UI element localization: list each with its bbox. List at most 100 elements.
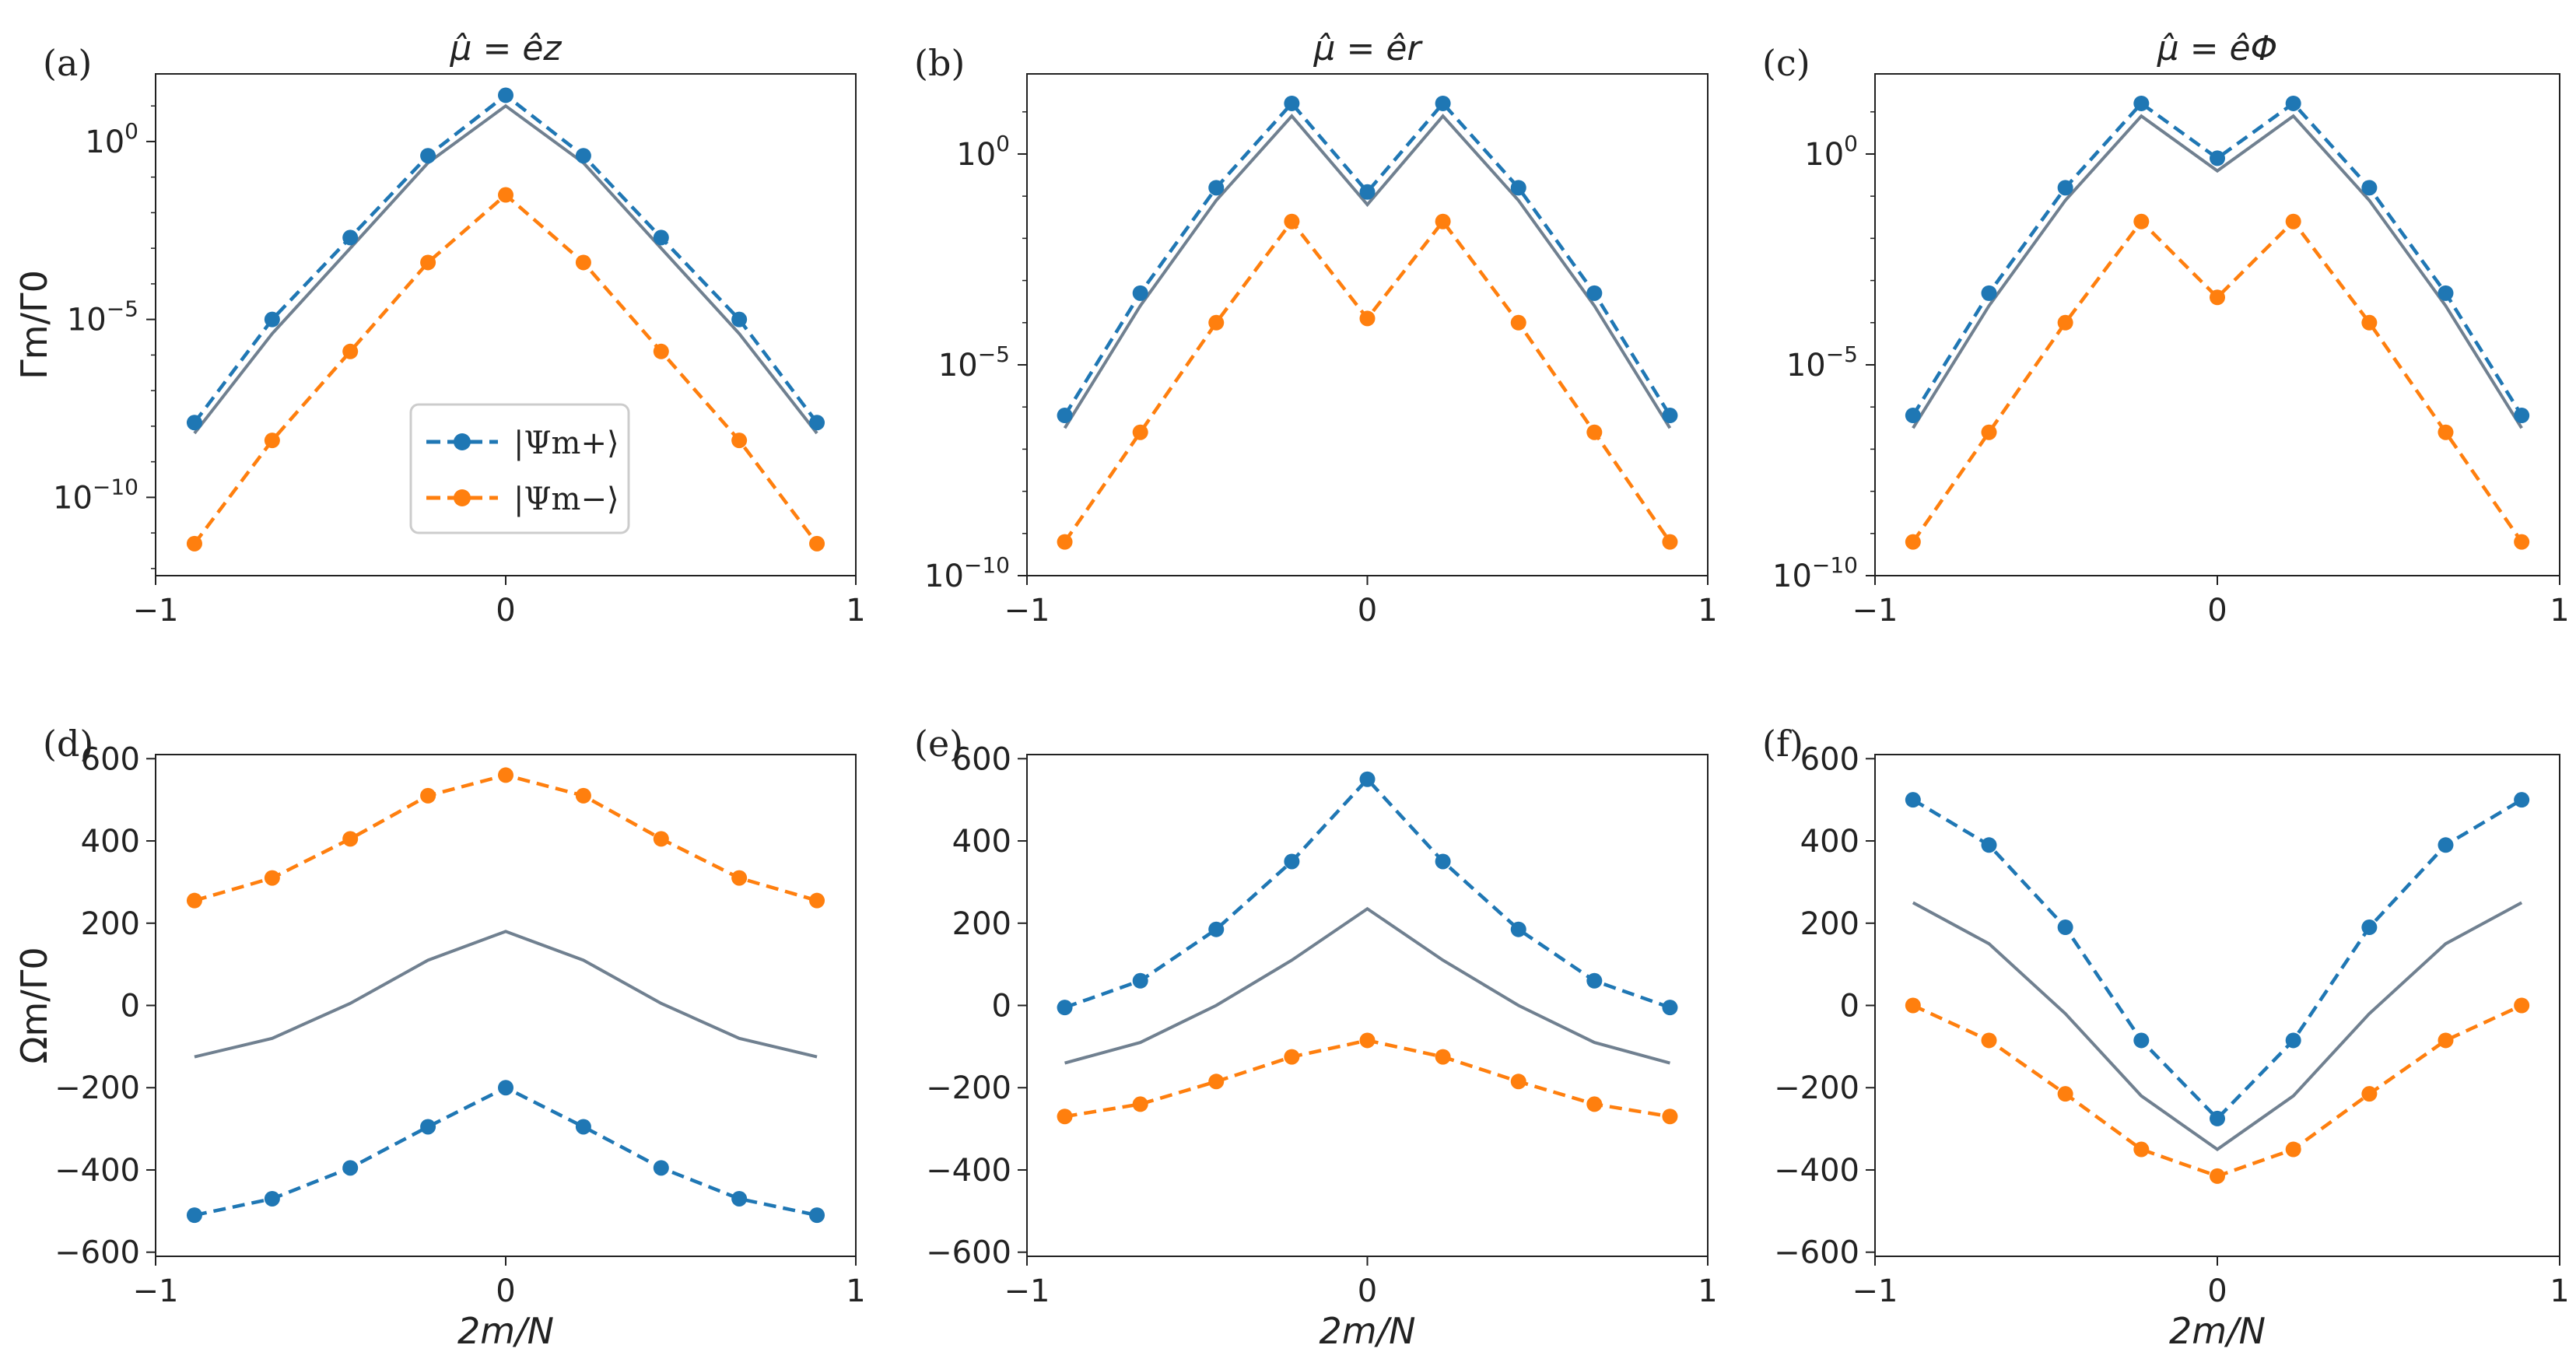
data-point <box>1586 285 1603 301</box>
legend-minus-marker <box>454 489 471 506</box>
series-line-minus <box>1064 1039 1670 1119</box>
data-point <box>1057 534 1073 550</box>
y-tick-label: 100 <box>956 131 1010 173</box>
data-point <box>1981 285 1997 301</box>
data-point <box>731 870 748 886</box>
data-point <box>1586 972 1603 989</box>
y-tick-label: 10−5 <box>67 296 138 338</box>
y-tick-label: 200 <box>1800 906 1859 942</box>
data-point <box>1057 1000 1073 1016</box>
data-point <box>653 831 669 847</box>
data-point <box>2285 95 2301 111</box>
data-point <box>1132 972 1148 989</box>
data-point <box>2438 285 2454 301</box>
panel-letter: (e) <box>914 723 963 765</box>
data-point <box>1284 1049 1300 1065</box>
data-point <box>653 229 669 246</box>
data-point <box>575 1119 591 1135</box>
data-point <box>498 767 513 783</box>
data-point <box>1132 285 1148 301</box>
data-point <box>2285 1032 2301 1049</box>
data-point <box>342 1160 359 1176</box>
data-point <box>1510 314 1526 331</box>
data-point <box>2133 213 2150 229</box>
data-point <box>2210 1168 2225 1184</box>
data-point <box>1284 853 1300 870</box>
data-point <box>809 892 825 909</box>
x-tick-label: −1 <box>1004 593 1050 629</box>
data-point <box>2514 408 2530 424</box>
data-point <box>1981 837 1997 853</box>
data-point <box>420 148 436 164</box>
panel-f: −1 0 1 600 400 200 0 −200 −400 −600 (f) 2m/N <box>1762 723 2570 1352</box>
data-point <box>1359 771 1376 787</box>
x-tick-label: 0 <box>2207 1273 2227 1309</box>
data-point <box>2514 534 2530 550</box>
data-point <box>264 433 280 449</box>
data-point <box>1662 1000 1678 1016</box>
y-tick-label: 100 <box>1804 131 1858 173</box>
data-point <box>264 1190 280 1207</box>
data-point <box>2285 213 2301 229</box>
series-line-plus <box>1063 100 1672 417</box>
series-line-minus <box>1063 218 1672 543</box>
y-tick-label: −600 <box>54 1235 140 1271</box>
panel-d: −1 0 1 600 400 200 0 −200 −400 −600 (d) 2m/N Ωm/Γ0 <box>13 723 866 1352</box>
data-point <box>1057 408 1073 424</box>
series-line-solid <box>194 930 818 1059</box>
y-tick-label: 400 <box>81 824 140 860</box>
data-point <box>809 1207 825 1224</box>
y-tick-label: 10−10 <box>53 474 138 516</box>
series-line-plus <box>1911 100 2524 417</box>
panel-letter: (f) <box>1762 723 1803 765</box>
x-tick-label: 0 <box>1358 1273 1377 1309</box>
data-point <box>1905 792 1921 808</box>
panel-letter: (a) <box>43 42 92 84</box>
panel-title: μ̂ = êz <box>450 29 563 68</box>
y-tick-label: −200 <box>54 1070 140 1106</box>
data-point <box>1359 1032 1376 1049</box>
data-point <box>2361 1086 2378 1102</box>
y-axis-label: Γm/Γ0 <box>13 270 55 380</box>
series-line-plus <box>1064 776 1671 1010</box>
data-point <box>2133 1141 2150 1158</box>
data-point <box>1208 314 1225 331</box>
data-point <box>1510 1074 1526 1090</box>
data-point <box>2438 1032 2454 1049</box>
data-point <box>2057 314 2073 331</box>
x-tick-label: 1 <box>2550 1273 2569 1309</box>
y-tick-label: 10−5 <box>938 342 1010 384</box>
x-tick-label: 1 <box>846 1273 865 1309</box>
data-point <box>2514 997 2530 1014</box>
data-point <box>1905 408 1921 424</box>
y-axis-label: Ωm/Γ0 <box>13 947 55 1063</box>
data-point <box>1359 310 1376 327</box>
axes-frame <box>1026 754 1709 1257</box>
y-tick-label: −200 <box>926 1070 1011 1106</box>
data-point <box>2133 1032 2150 1049</box>
x-tick-label: −1 <box>1004 1273 1050 1309</box>
series-line-plus <box>193 93 818 424</box>
panel-c: −1 0 1 100 10−5 10−10 (c) μ̂ = êΦ <box>1762 29 2570 629</box>
x-tick-label: 0 <box>496 1273 515 1309</box>
y-tick-label: 10−10 <box>924 552 1010 594</box>
y-tick-label: 200 <box>81 906 140 942</box>
legend-minus-label: |Ψm−⟩ <box>513 482 619 517</box>
x-tick-label: 1 <box>846 593 865 629</box>
data-point <box>1662 408 1678 424</box>
data-point <box>264 311 280 327</box>
x-tick-label: 0 <box>496 593 515 629</box>
series-line-solid <box>193 103 818 435</box>
x-tick-label: 0 <box>2207 593 2227 629</box>
data-point <box>2514 792 2530 808</box>
data-point <box>2057 1086 2073 1102</box>
panel-e: −1 0 1 600 400 200 0 −200 −400 −600 (e) 2m/N <box>914 723 1718 1352</box>
data-point <box>731 311 748 327</box>
data-point <box>1662 534 1678 550</box>
x-tick-label: −1 <box>1852 1273 1898 1309</box>
panel-letter: (c) <box>1762 42 1810 84</box>
series-line-minus <box>1911 219 2524 543</box>
y-tick-label: 0 <box>1840 989 1859 1024</box>
data-point <box>1284 95 1300 111</box>
series-line-solid <box>1064 906 1670 1065</box>
